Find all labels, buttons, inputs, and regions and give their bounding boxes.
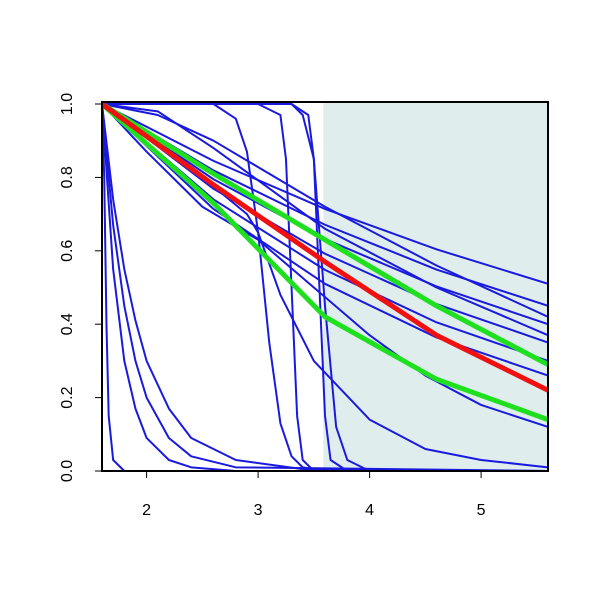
series-line bbox=[102, 103, 548, 285]
x-tick-label: 5 bbox=[477, 502, 486, 519]
series-line bbox=[102, 103, 548, 428]
y-tick-label: 0.8 bbox=[59, 166, 76, 188]
x-tick-label: 3 bbox=[254, 502, 263, 519]
series-line bbox=[102, 102, 548, 423]
series-line bbox=[102, 103, 548, 471]
series-line bbox=[102, 103, 548, 471]
series-line bbox=[102, 103, 548, 337]
plot-area bbox=[102, 102, 548, 471]
series-line bbox=[102, 103, 548, 471]
series-line bbox=[102, 103, 548, 318]
series-line bbox=[102, 103, 548, 377]
series-line bbox=[102, 103, 548, 471]
x-tick-label: 2 bbox=[142, 502, 151, 519]
y-tick-label: 0.4 bbox=[59, 313, 76, 335]
series-line bbox=[102, 103, 548, 471]
series-line bbox=[102, 102, 548, 393]
y-tick-label: 1.0 bbox=[59, 93, 76, 115]
y-tick-label: 0.0 bbox=[59, 460, 76, 482]
x-tick-label: 4 bbox=[365, 502, 374, 519]
series-line bbox=[102, 103, 548, 471]
y-tick-label: 0.6 bbox=[59, 240, 76, 262]
series-line bbox=[102, 102, 548, 368]
series-line bbox=[102, 103, 548, 471]
y-tick-label: 0.2 bbox=[59, 386, 76, 408]
